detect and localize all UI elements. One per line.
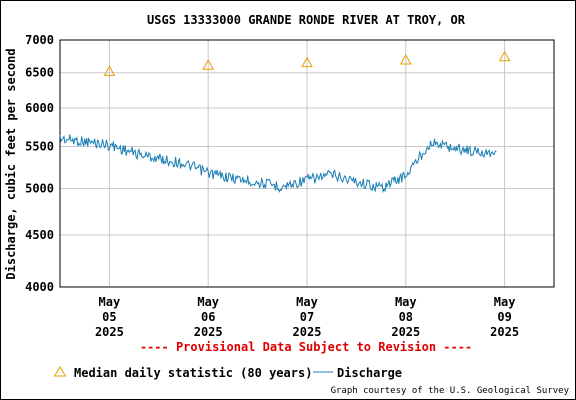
legend-discharge: Discharge: [313, 366, 402, 380]
x-tick-label: May: [197, 295, 219, 309]
discharge-line: [59, 134, 497, 194]
legend-median: Median daily statistic (80 years): [53, 366, 312, 380]
x-tick-label: 06: [201, 310, 215, 324]
legend: Median daily statistic (80 years) Discha…: [53, 366, 402, 380]
median-marker: [103, 65, 116, 76]
series-layer: [59, 50, 511, 194]
usgs-credit: Graph courtesy of the U.S. Geological Su…: [331, 386, 570, 396]
x-tick-label: May: [99, 295, 121, 309]
grid-lines: [60, 40, 554, 287]
x-tick-label: 2025: [391, 325, 420, 339]
y-tick-label: 5000: [25, 182, 54, 196]
y-tick-label: 4500: [25, 228, 54, 242]
x-tick-label: May: [395, 295, 417, 309]
y-axis-ticks: 4000 4500 5000 5500 6000 6500 7000: [25, 33, 54, 294]
y-tick-label: 7000: [25, 33, 54, 47]
x-tick-label: 2025: [95, 325, 124, 339]
provisional-notice: ---- Provisional Data Subject to Revisio…: [140, 340, 472, 354]
x-tick-label: May: [494, 295, 516, 309]
chart-title: USGS 13333000 GRANDE RONDE RIVER AT TROY…: [147, 13, 466, 27]
y-tick-label: 4000: [25, 280, 54, 294]
median-marker: [498, 50, 511, 62]
plot-area-border: [59, 39, 555, 288]
x-tick-label: 05: [102, 310, 116, 324]
y-tick-label: 6000: [25, 101, 54, 115]
y-axis-label: Discharge, cubic feet per second: [4, 48, 18, 279]
x-tick-label: 08: [399, 310, 413, 324]
x-tick-label: 09: [497, 310, 511, 324]
x-tick-label: 2025: [293, 325, 322, 339]
median-marker: [202, 59, 215, 70]
x-tick-label: May: [296, 295, 318, 309]
legend-median-label: Median daily statistic (80 years): [74, 366, 312, 380]
y-tick-label: 6500: [25, 66, 54, 80]
x-axis-ticks: May052025May062025May072025May082025May0…: [95, 295, 519, 339]
x-tick-label: 2025: [490, 325, 519, 339]
triangle-marker-icon: [53, 366, 67, 377]
legend-discharge-label: Discharge: [337, 366, 402, 380]
x-tick-label: 07: [300, 310, 314, 324]
median-marker: [301, 56, 313, 68]
median-marker: [399, 53, 412, 65]
y-tick-label: 5500: [25, 139, 54, 153]
x-tick-label: 2025: [194, 325, 223, 339]
